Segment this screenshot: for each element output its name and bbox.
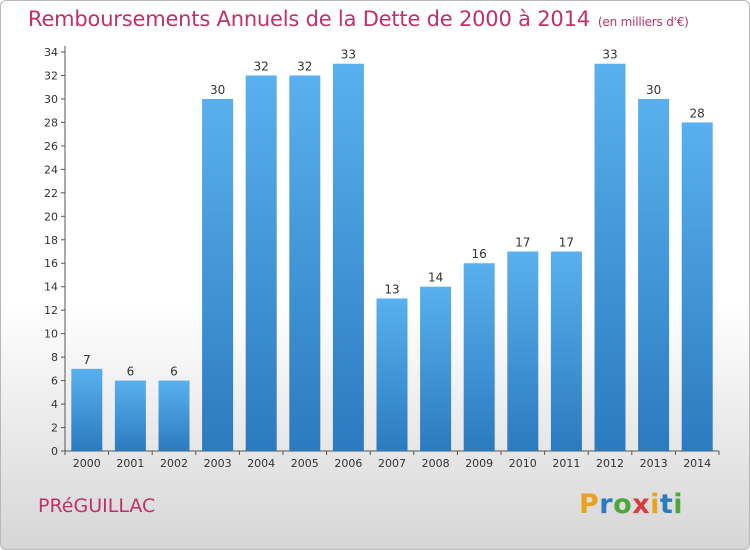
y-tick-label: 12 bbox=[44, 304, 58, 317]
x-tick-label: 2000 bbox=[73, 457, 101, 470]
bar bbox=[681, 122, 713, 451]
bar bbox=[158, 380, 190, 451]
data-label: 28 bbox=[690, 106, 705, 120]
y-tick-label: 10 bbox=[44, 328, 58, 341]
x-tick-label: 2009 bbox=[465, 457, 493, 470]
y-tick-label: 22 bbox=[44, 187, 58, 200]
chart-bars bbox=[71, 63, 713, 452]
x-tick-label: 2014 bbox=[683, 457, 711, 470]
chart-title-text: Remboursements Annuels de la Dette de 20… bbox=[28, 7, 590, 31]
bar bbox=[245, 75, 277, 452]
data-label: 30 bbox=[646, 83, 661, 97]
y-tick-label: 28 bbox=[44, 116, 58, 129]
bar bbox=[289, 75, 321, 452]
y-tick-label: 6 bbox=[51, 375, 58, 388]
y-tick-label: 2 bbox=[51, 422, 58, 435]
data-label: 6 bbox=[170, 365, 178, 379]
bar bbox=[376, 298, 408, 451]
bar bbox=[202, 98, 234, 452]
data-label: 17 bbox=[559, 236, 574, 250]
logo-letter: x bbox=[632, 489, 651, 520]
y-tick-label: 14 bbox=[44, 281, 58, 294]
data-label: 33 bbox=[602, 48, 617, 62]
logo-letter: i bbox=[650, 489, 660, 520]
bar bbox=[463, 263, 495, 451]
chart-title: Remboursements Annuels de la Dette de 20… bbox=[28, 7, 689, 31]
x-tick-label: 2002 bbox=[160, 457, 188, 470]
y-tick-label: 34 bbox=[44, 46, 58, 59]
bar bbox=[114, 380, 146, 451]
bar bbox=[638, 98, 670, 452]
bar bbox=[332, 63, 364, 452]
data-label: 33 bbox=[341, 48, 356, 62]
logo-letter: o bbox=[613, 489, 633, 520]
data-label: 32 bbox=[254, 59, 269, 73]
x-tick-label: 2004 bbox=[247, 457, 275, 470]
data-label: 17 bbox=[515, 236, 530, 250]
bar bbox=[71, 368, 103, 451]
proxiti-logo: Proxiti bbox=[579, 489, 683, 520]
x-tick-label: 2013 bbox=[640, 457, 668, 470]
x-tick-label: 2006 bbox=[334, 457, 362, 470]
data-label: 30 bbox=[210, 83, 225, 97]
data-label: 6 bbox=[127, 365, 135, 379]
logo-letter: t bbox=[659, 489, 674, 520]
y-tick-label: 20 bbox=[44, 210, 58, 223]
y-tick-label: 32 bbox=[44, 69, 58, 82]
x-tick-label: 2010 bbox=[509, 457, 537, 470]
chart-labels: 2000 7 2001 6 2002 6 2003 30 2004 32 2005 32 2006 33 2… bbox=[73, 48, 711, 470]
chart-subtitle: (en milliers d'€) bbox=[597, 15, 689, 29]
data-label: 16 bbox=[472, 247, 487, 261]
y-tick-label: 26 bbox=[44, 140, 58, 153]
y-tick-label: 0 bbox=[51, 445, 58, 458]
data-label: 13 bbox=[384, 282, 399, 296]
x-tick-label: 2001 bbox=[116, 457, 144, 470]
logo-letter: r bbox=[599, 489, 614, 520]
y-tick-label: 8 bbox=[51, 351, 58, 364]
y-tick-label: 18 bbox=[44, 234, 58, 247]
x-tick-label: 2008 bbox=[422, 457, 450, 470]
data-label: 14 bbox=[428, 271, 443, 285]
x-tick-label: 2011 bbox=[552, 457, 580, 470]
y-tick-label: 30 bbox=[44, 93, 58, 106]
y-tick-label: 4 bbox=[51, 398, 58, 411]
logo-letter: i bbox=[673, 489, 684, 520]
data-label: 32 bbox=[297, 59, 312, 73]
bar bbox=[550, 251, 582, 451]
data-label: 7 bbox=[83, 353, 91, 367]
town-name: PRéGUILLAC bbox=[38, 495, 156, 517]
x-tick-label: 2012 bbox=[596, 457, 624, 470]
y-tick-label: 24 bbox=[44, 163, 58, 176]
bar bbox=[420, 286, 452, 451]
bar bbox=[594, 63, 626, 452]
x-tick-label: 2005 bbox=[291, 457, 319, 470]
bar bbox=[507, 251, 539, 451]
x-tick-label: 2007 bbox=[378, 457, 406, 470]
y-tick-label: 16 bbox=[44, 257, 58, 270]
x-tick-label: 2003 bbox=[204, 457, 232, 470]
logo-letter: P bbox=[579, 489, 600, 520]
